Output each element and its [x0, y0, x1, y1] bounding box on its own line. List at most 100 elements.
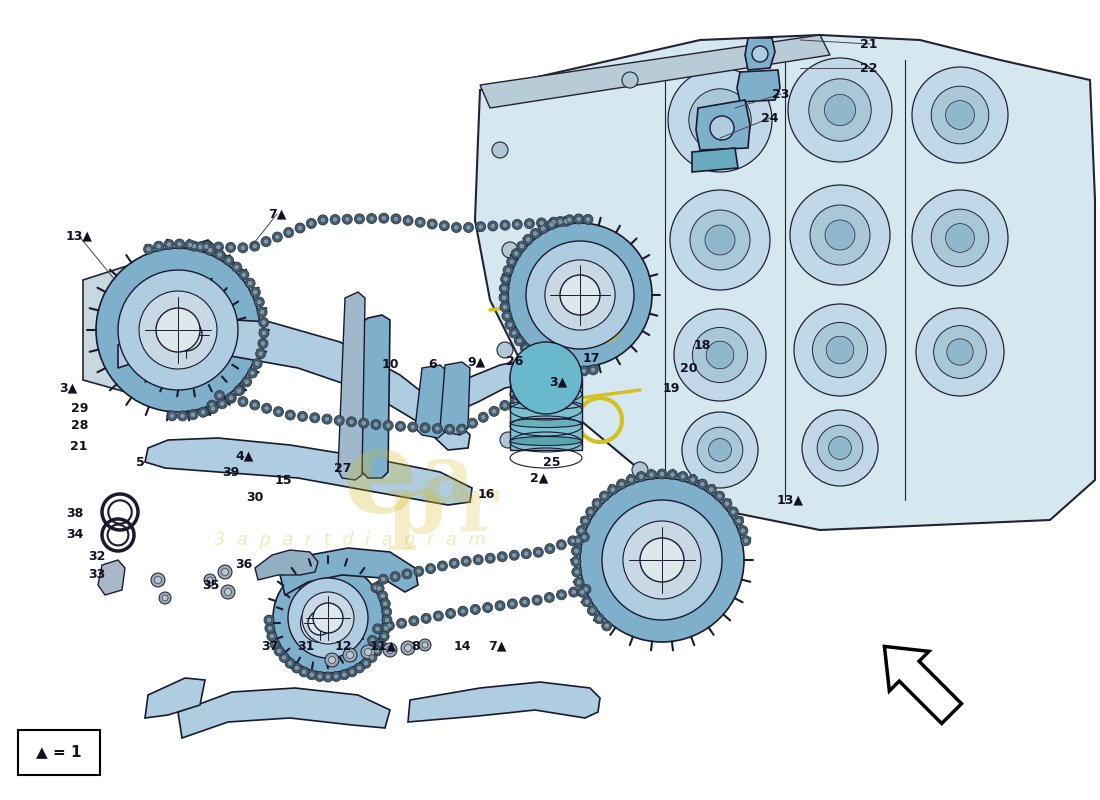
Circle shape	[483, 602, 493, 613]
Circle shape	[361, 658, 371, 668]
Circle shape	[256, 299, 262, 305]
Circle shape	[697, 479, 707, 489]
Circle shape	[361, 645, 375, 659]
Circle shape	[515, 222, 520, 227]
Circle shape	[200, 410, 206, 415]
Circle shape	[473, 554, 483, 565]
Circle shape	[583, 518, 588, 524]
Circle shape	[436, 613, 441, 618]
Circle shape	[509, 259, 515, 265]
Circle shape	[204, 244, 209, 250]
Circle shape	[280, 583, 360, 663]
Circle shape	[218, 565, 232, 579]
Circle shape	[507, 257, 517, 266]
Circle shape	[828, 437, 851, 459]
Circle shape	[378, 574, 388, 584]
Ellipse shape	[510, 401, 582, 410]
Circle shape	[279, 653, 289, 662]
Circle shape	[419, 639, 431, 651]
Circle shape	[592, 498, 602, 509]
Circle shape	[485, 605, 491, 610]
Circle shape	[497, 342, 513, 358]
Circle shape	[448, 610, 453, 616]
Circle shape	[916, 308, 1004, 396]
Circle shape	[580, 590, 585, 595]
Circle shape	[451, 222, 461, 233]
Circle shape	[752, 46, 768, 62]
Circle shape	[553, 365, 559, 370]
Circle shape	[688, 474, 697, 485]
Circle shape	[339, 670, 350, 680]
Circle shape	[393, 574, 398, 579]
Circle shape	[272, 641, 277, 646]
Circle shape	[722, 498, 732, 509]
Circle shape	[519, 597, 530, 607]
Circle shape	[510, 342, 582, 414]
Circle shape	[491, 223, 496, 229]
Circle shape	[507, 322, 513, 327]
Circle shape	[318, 215, 328, 225]
Text: 38: 38	[66, 507, 84, 520]
Circle shape	[581, 584, 591, 594]
Circle shape	[604, 623, 609, 629]
Circle shape	[402, 641, 415, 655]
Circle shape	[447, 426, 452, 432]
Circle shape	[728, 507, 738, 517]
Circle shape	[384, 609, 389, 614]
Circle shape	[210, 406, 216, 411]
Circle shape	[250, 241, 260, 251]
Circle shape	[579, 528, 584, 534]
Ellipse shape	[510, 437, 582, 446]
Circle shape	[393, 216, 398, 222]
Circle shape	[207, 400, 217, 410]
Text: 21: 21	[860, 38, 878, 50]
Circle shape	[502, 295, 507, 301]
Circle shape	[580, 478, 744, 642]
Circle shape	[236, 388, 242, 394]
Circle shape	[294, 666, 299, 670]
Circle shape	[512, 249, 521, 258]
Ellipse shape	[510, 382, 582, 391]
Circle shape	[208, 247, 213, 253]
Circle shape	[428, 566, 433, 571]
Circle shape	[563, 367, 569, 372]
Polygon shape	[82, 240, 243, 415]
Circle shape	[585, 507, 596, 517]
Circle shape	[549, 217, 559, 227]
Circle shape	[417, 219, 422, 225]
Circle shape	[191, 243, 197, 249]
Circle shape	[621, 72, 638, 88]
Circle shape	[544, 544, 554, 554]
Circle shape	[574, 214, 584, 224]
Circle shape	[156, 243, 162, 249]
Circle shape	[536, 550, 541, 555]
Circle shape	[724, 501, 729, 506]
Circle shape	[285, 658, 295, 668]
Circle shape	[238, 242, 248, 253]
Polygon shape	[255, 550, 318, 580]
Polygon shape	[745, 38, 776, 70]
Circle shape	[377, 591, 387, 601]
Text: 34: 34	[66, 528, 84, 541]
Circle shape	[164, 239, 174, 250]
Polygon shape	[415, 365, 448, 438]
Circle shape	[402, 569, 412, 579]
Circle shape	[260, 310, 265, 315]
Circle shape	[346, 651, 353, 658]
Circle shape	[624, 522, 700, 598]
Polygon shape	[737, 70, 780, 102]
Circle shape	[160, 592, 170, 604]
Polygon shape	[440, 362, 470, 435]
Text: 5: 5	[136, 456, 145, 469]
Text: 22: 22	[860, 62, 878, 74]
Circle shape	[386, 623, 392, 629]
Circle shape	[309, 221, 315, 226]
Circle shape	[404, 571, 409, 577]
Circle shape	[309, 672, 315, 678]
Polygon shape	[884, 646, 961, 723]
Circle shape	[535, 598, 540, 603]
Circle shape	[674, 309, 766, 401]
Circle shape	[438, 561, 448, 571]
Circle shape	[226, 258, 231, 263]
Circle shape	[429, 222, 434, 226]
